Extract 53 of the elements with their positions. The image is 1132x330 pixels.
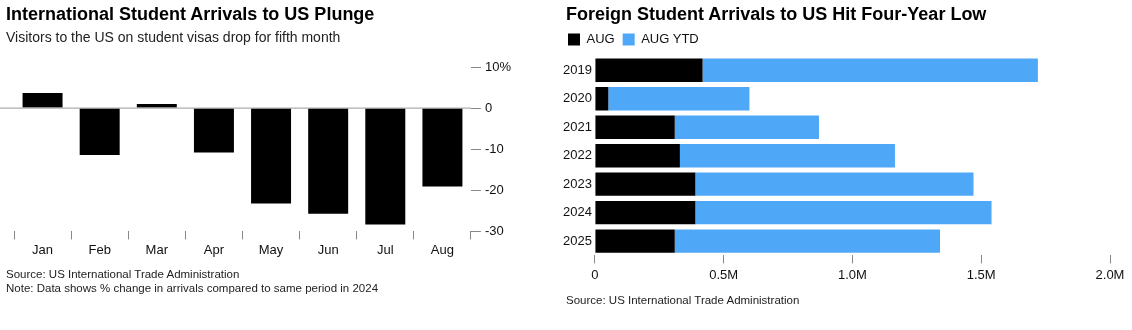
bar — [22, 92, 63, 108]
bar — [702, 58, 1038, 82]
x-tick-label: Feb — [88, 241, 111, 257]
chart-subtitle: Visitors to the US on student visas drop for fifth month — [6, 29, 342, 45]
bar — [251, 108, 292, 204]
bar — [79, 108, 120, 155]
bar — [674, 229, 941, 253]
bar — [595, 87, 609, 111]
source-note: Source: US International Trade Administration — [566, 293, 801, 307]
bar — [608, 87, 750, 111]
bar — [422, 108, 463, 187]
y-tick-label: -10 — [484, 140, 504, 156]
x-tick-label: Jan — [32, 241, 54, 257]
y-tick-label: 2019 — [563, 61, 592, 77]
y-tick-label: 2020 — [563, 90, 592, 106]
y-tick-label: 2021 — [563, 118, 592, 134]
bar — [365, 108, 406, 225]
bar — [193, 108, 234, 153]
y-tick-label: -30 — [484, 222, 504, 238]
bar — [595, 200, 696, 225]
bar — [595, 58, 703, 82]
y-tick-label: 0 — [484, 99, 493, 115]
y-tick-label: 2022 — [563, 147, 592, 163]
chart-title: International Student Arrivals to US Plunge — [6, 4, 376, 25]
chart-title: Foreign Student Arrivals to US Hit Four-Year Low — [566, 4, 988, 25]
bar — [595, 115, 675, 139]
bar — [695, 200, 992, 225]
x-tick-label: Apr — [203, 241, 225, 257]
x-tick-label: 2.0M — [1095, 266, 1125, 282]
x-tick-label: 0.5M — [709, 266, 739, 282]
x-tick-label: Mar — [145, 241, 169, 257]
y-tick-label: -20 — [484, 181, 504, 197]
bar — [679, 144, 895, 168]
y-tick-label: 10% — [484, 58, 512, 74]
x-tick-label: 1.5M — [966, 266, 996, 282]
text: Note: Data shows % change in arrivals compared to same period in 2024 — [6, 281, 380, 295]
legend-label: AUG — [586, 31, 615, 47]
bar — [308, 108, 349, 214]
y-tick-label: 2023 — [563, 175, 592, 191]
bar — [674, 115, 819, 139]
bar — [695, 172, 974, 196]
bar — [595, 229, 675, 253]
bar — [595, 144, 680, 168]
y-tick-label: 2024 — [563, 204, 592, 220]
y-tick-label: 2025 — [563, 232, 592, 248]
bar — [595, 172, 696, 196]
source-note: Source: US International Trade Administration — [6, 267, 241, 281]
x-tick-label: 1.0M — [838, 266, 867, 282]
legend-label: AUG YTD — [641, 31, 699, 47]
x-tick-label: May — [258, 241, 284, 257]
x-tick-label: Aug — [430, 241, 454, 257]
x-tick-label: Jun — [317, 241, 339, 257]
x-tick-label: Jul — [376, 241, 394, 257]
